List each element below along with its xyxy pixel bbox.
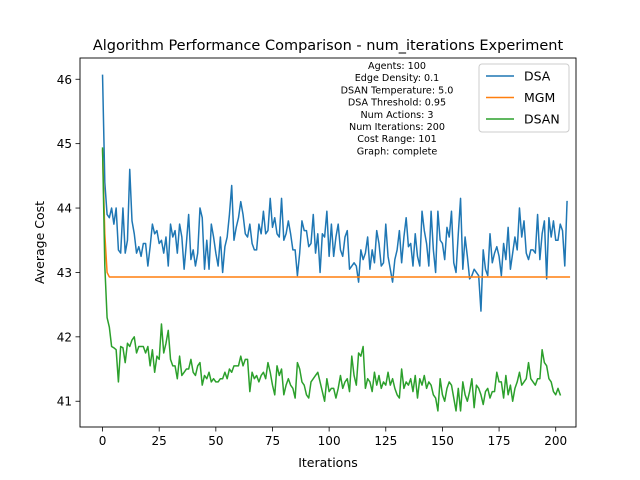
x-tick-label: 100: [318, 434, 341, 448]
annotation-line: Edge Density: 0.1: [355, 73, 440, 84]
annotation-line: Num Actions: 3: [360, 110, 433, 121]
chart-title: Algorithm Performance Comparison - num_i…: [93, 38, 564, 54]
series-line-mgm: [101, 149, 571, 278]
y-tick-label: 42: [57, 330, 72, 344]
annotation-line: DSAN Temperature: 5.0: [341, 85, 454, 96]
x-axis: 0 25 50 75 100 125 150 175 200: [99, 427, 567, 448]
x-tick-label: 125: [374, 434, 397, 448]
y-axis: 41 42 43 44 45 46: [57, 73, 80, 409]
annotation-line: Agents: 100: [368, 61, 426, 72]
x-tick-label: 200: [544, 434, 567, 448]
y-tick-label: 44: [57, 202, 72, 216]
y-tick-label: 46: [57, 73, 72, 87]
series-layer: [101, 74, 571, 412]
legend: DSA MGM DSAN: [478, 63, 570, 133]
x-axis-label: Iterations: [298, 455, 358, 470]
annotation-line: Cost Range: 101: [357, 134, 436, 145]
legend-label-mgm: MGM: [524, 90, 555, 105]
x-tick-label: 175: [488, 434, 511, 448]
series-line-dsa: [101, 74, 568, 312]
x-tick-label: 0: [99, 434, 107, 448]
annotation-line: Graph: complete: [357, 146, 438, 157]
y-axis-label: Average Cost: [32, 201, 47, 284]
x-tick-label: 75: [265, 434, 280, 448]
y-tick-label: 43: [57, 266, 72, 280]
legend-label-dsa: DSA: [524, 69, 551, 84]
annotation-line: Num Iterations: 200: [349, 122, 445, 133]
series-line-dsan: [101, 147, 562, 412]
x-tick-label: 25: [152, 434, 167, 448]
y-tick-label: 45: [57, 137, 72, 151]
legend-label-dsan: DSAN: [524, 112, 560, 127]
legend-frame: [478, 63, 570, 133]
annotation-line: DSA Threshold: 0.95: [348, 98, 446, 109]
plot-frame: [79, 57, 577, 428]
x-tick-label: 50: [208, 434, 223, 448]
x-tick-label: 150: [431, 434, 454, 448]
y-tick-label: 41: [57, 395, 72, 409]
